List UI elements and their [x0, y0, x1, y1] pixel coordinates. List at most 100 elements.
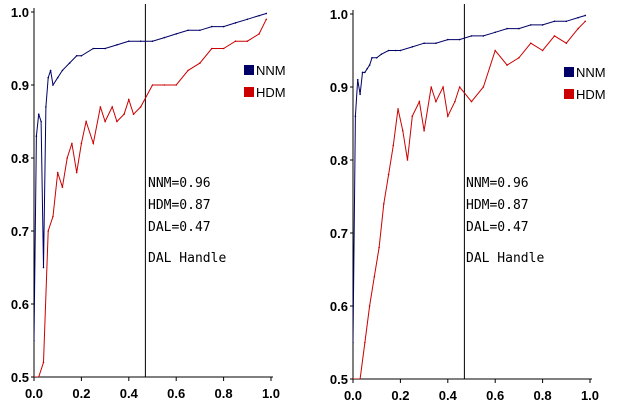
- data-point-nnm: [387, 49, 390, 52]
- data-point-hdm: [454, 100, 456, 103]
- data-point-hdm: [92, 142, 95, 145]
- data-point-nnm: [353, 341, 354, 344]
- data-point-hdm: [392, 144, 395, 147]
- x-tick-label: 0.2: [72, 386, 90, 401]
- x-tick-label: 0.8: [215, 386, 233, 401]
- data-point-hdm: [34, 376, 35, 377]
- data-point-nnm: [518, 27, 520, 30]
- data-point-hdm: [577, 27, 579, 30]
- annotation-text: DAL=0.47: [466, 220, 529, 235]
- data-point-hdm: [470, 100, 473, 103]
- data-point-nnm: [128, 40, 130, 42]
- data-point-hdm: [61, 186, 64, 188]
- data-point-nnm: [458, 38, 461, 41]
- data-point-hdm: [383, 203, 385, 205]
- legend-label-hdm: HDM: [576, 87, 606, 102]
- data-point-hdm: [378, 246, 380, 249]
- data-point-hdm: [418, 100, 421, 103]
- x-tick-label: 0.4: [439, 388, 458, 403]
- data-point-hdm: [397, 108, 399, 110]
- data-point-hdm: [584, 20, 587, 23]
- data-point-nnm: [361, 71, 364, 74]
- annotation-text: DAL Handle: [466, 251, 544, 266]
- data-point-hdm: [494, 49, 497, 52]
- data-point-nnm: [61, 69, 64, 72]
- series-line-hdm: [34, 19, 267, 377]
- data-point-hdm: [553, 35, 556, 37]
- data-point-nnm: [541, 24, 544, 26]
- x-tick-label: 0.8: [534, 388, 552, 403]
- data-point-hdm: [132, 113, 135, 115]
- legend-label-nnm: NNM: [256, 63, 286, 78]
- x-tick-label: 1.0: [262, 386, 280, 401]
- y-tick-label: 0.8: [11, 151, 29, 166]
- legend-swatch-nnm: [244, 65, 254, 75]
- data-point-hdm: [423, 130, 425, 132]
- data-point-nnm: [40, 120, 42, 123]
- data-point-nnm: [470, 35, 473, 37]
- data-point-hdm: [42, 361, 45, 364]
- data-point-hdm: [199, 62, 201, 64]
- data-point-nnm: [399, 49, 402, 52]
- data-point-nnm: [151, 40, 154, 42]
- data-point-nnm: [246, 18, 249, 21]
- data-point-nnm: [366, 67, 369, 70]
- data-point-hdm: [430, 86, 433, 88]
- chart-panel-2: 0.5 0.6 0.7 0.8 0.9 1.0 0.0 0.2 0.4 0.6 0.8 1.0 NNM H…: [330, 4, 606, 403]
- data-point-hdm: [71, 142, 73, 145]
- data-point-nnm: [34, 339, 35, 342]
- data-point-nnm: [187, 29, 189, 32]
- data-point-hdm: [163, 84, 166, 86]
- data-point-nnm: [139, 40, 142, 42]
- x-tick-label: 1.0: [581, 388, 599, 403]
- y-tick-label: 1.0: [11, 5, 29, 20]
- data-point-nnm: [354, 115, 357, 117]
- x-tick-label: 0.4: [120, 386, 139, 401]
- data-point-nnm: [423, 42, 425, 44]
- data-point-hdm: [353, 378, 354, 379]
- data-point-nnm: [529, 24, 532, 26]
- data-point-nnm: [56, 76, 59, 79]
- data-point-nnm: [52, 84, 54, 86]
- legend-swatch-nnm: [564, 67, 574, 77]
- data-point-nnm: [565, 20, 568, 23]
- x-tick-label: 0.6: [486, 388, 504, 403]
- data-point-hdm: [435, 100, 437, 103]
- data-point-nnm: [258, 14, 260, 17]
- x-tick-label: 0.2: [391, 388, 409, 403]
- annotation-text: DAL=0.47: [148, 220, 211, 235]
- data-point-nnm: [371, 57, 373, 59]
- data-point-hdm: [401, 130, 404, 132]
- y-tick-label: 0.6: [330, 299, 348, 314]
- data-point-nnm: [42, 266, 45, 269]
- data-point-hdm: [246, 40, 249, 42]
- data-point-nnm: [45, 106, 47, 108]
- data-point-hdm: [447, 115, 449, 117]
- y-tick-label: 0.7: [11, 224, 29, 239]
- annotation-text: NNM=0.96: [466, 176, 529, 191]
- data-point-hdm: [373, 276, 376, 278]
- data-point-hdm: [458, 86, 461, 88]
- data-point-hdm: [529, 42, 532, 44]
- data-point-nnm: [37, 113, 40, 115]
- annotation-text: HDM=0.87: [148, 198, 211, 213]
- data-point-nnm: [364, 71, 366, 74]
- data-point-hdm: [52, 215, 54, 218]
- data-point-nnm: [35, 135, 38, 137]
- annotation-text: NNM=0.96: [148, 176, 211, 191]
- data-point-hdm: [265, 18, 268, 21]
- data-point-nnm: [380, 53, 383, 55]
- data-point-nnm: [394, 49, 397, 52]
- data-point-nnm: [222, 25, 225, 28]
- data-point-nnm: [210, 25, 213, 28]
- data-point-hdm: [506, 64, 508, 66]
- series-line-hdm: [353, 20, 586, 379]
- x-tick-label: 0.6: [167, 386, 185, 401]
- x-tick-label: 0.0: [344, 388, 362, 403]
- data-point-hdm: [541, 49, 544, 52]
- data-point-hdm: [387, 173, 390, 176]
- data-point-nnm: [265, 12, 268, 15]
- data-point-hdm: [406, 159, 409, 161]
- data-point-nnm: [359, 93, 361, 96]
